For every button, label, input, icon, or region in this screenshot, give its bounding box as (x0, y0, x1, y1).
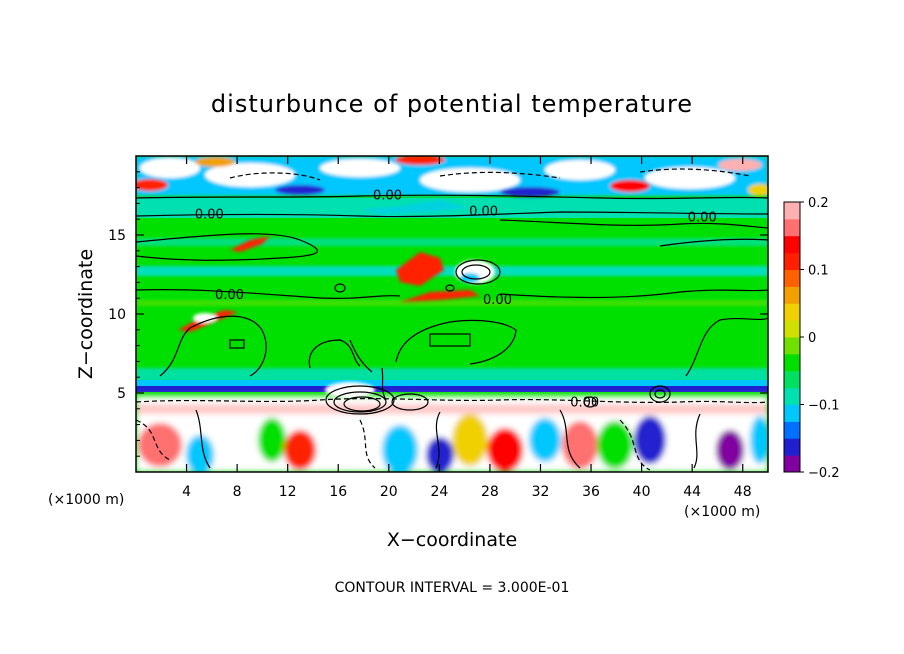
upper-layer (136, 156, 768, 197)
colorbar-swatch (784, 252, 800, 270)
colorbar-swatch (784, 353, 800, 372)
colorbar-tick-label: 0.2 (808, 196, 829, 211)
colorbar-tick-label: −0.2 (808, 466, 840, 481)
cyan-band-lower (136, 368, 768, 382)
contour-line-8 (395, 319, 517, 365)
contour-line-lower-dashed (359, 419, 376, 469)
contour-value-label: 0.00 (373, 189, 402, 204)
x-tick-label: 16 (329, 484, 347, 500)
colorbar-swatch (784, 202, 800, 220)
x-tick-label: 12 (279, 484, 297, 500)
colorbar-tick-label: −0.1 (808, 399, 840, 414)
contour-line-top-dashed (439, 171, 561, 179)
contour-line-12 (499, 289, 768, 299)
x-axis-unit: (×1000 m) (684, 504, 760, 520)
colorbar-swatch (784, 455, 800, 473)
colorbar-tick-label: 0 (808, 331, 816, 346)
contour-line-lower-dashed (136, 398, 768, 404)
contour-line-8 (159, 315, 267, 377)
colorbar-swatch (784, 235, 800, 254)
colorbar-swatch (784, 337, 800, 355)
colorbar-swatch (784, 320, 800, 338)
y-tick-label: 5 (117, 386, 126, 402)
lower-layer (136, 396, 768, 472)
colorbar-swatch (784, 303, 800, 321)
x-tick-label: 24 (430, 484, 448, 500)
contour-box (429, 333, 471, 347)
colorbar-swatch (784, 370, 800, 389)
contour-line-lower-solid (559, 409, 581, 469)
x-tick-label: 20 (380, 484, 398, 500)
contour-interval-note: CONTOUR INTERVAL = 3.000E-01 (335, 580, 570, 596)
x-axis-title: X−coordinate (387, 529, 517, 551)
colorbar-tick-label: 0.1 (808, 264, 829, 279)
contour-value-label: 0.00 (215, 288, 244, 303)
blue-band (136, 380, 768, 390)
contour-line-lower-solid (435, 411, 441, 469)
x-tick-label: 48 (734, 484, 752, 500)
x-tick-label: 40 (633, 484, 651, 500)
contour-labels: 0.00 0.00 0.00 0.00 0.00 0.00 0.00 (195, 189, 717, 411)
contour-value-label: 0.00 (570, 395, 599, 410)
contour-line-lower-solid (693, 413, 701, 469)
x-tick-label: 8 (233, 484, 242, 500)
contour-value-label: 0.00 (469, 204, 498, 219)
colorbar-swatch (784, 421, 800, 439)
contour-cluster (325, 259, 671, 415)
contour-value-label: 0.00 (483, 293, 512, 308)
colorbar-swatch (784, 438, 800, 456)
heatmap-field (136, 156, 768, 472)
y-tick-label: 10 (108, 307, 126, 323)
x-tick-label: 36 (582, 484, 600, 500)
contour-line-lower-dashed (136, 419, 171, 461)
contour-box (229, 339, 245, 349)
colorbar-swatch (784, 286, 800, 304)
contour-line-top-dashed (639, 168, 751, 177)
light-green-band (136, 300, 768, 306)
colorbar-swatch (784, 404, 800, 422)
contour-line-16 (659, 238, 768, 247)
contour-line-lower-dashed (619, 419, 651, 471)
contour-line-upper-solid (136, 194, 768, 200)
x-tick-label: 32 (532, 484, 550, 500)
contour-line-12 (136, 289, 401, 299)
y-axis-title: Z−coordinate (75, 249, 97, 379)
contour-value-label: 0.00 (195, 207, 224, 222)
x-origin-unit: (×1000 m) (48, 492, 124, 508)
cyan-band-12 (136, 266, 768, 276)
colorbar-swatch (784, 387, 800, 405)
dark-blue-band (136, 386, 768, 392)
contour-line-16 (499, 219, 768, 229)
contour-value-label: 0.00 (688, 211, 717, 226)
colorbar-swatch (784, 269, 800, 287)
x-tick-label: 4 (182, 484, 191, 500)
contour-line-upper-solid (136, 211, 768, 218)
colorbar-swatch (784, 218, 800, 237)
contour-line-lower-solid (195, 409, 211, 469)
contour-line-16 (136, 233, 319, 261)
chart-title: disturbunce of potential temperature (211, 90, 693, 118)
colorbar: 0.2 0.1 0 −0.1 −0.2 (783, 196, 840, 481)
contour-line-top-dashed (229, 172, 321, 181)
contour-line-8 (308, 339, 361, 369)
x-tick-label: 28 (481, 484, 499, 500)
x-tick-label: 44 (683, 484, 701, 500)
contour-lines (136, 168, 768, 471)
y-tick-label: 15 (108, 228, 126, 244)
cyan-band-15 (136, 238, 768, 246)
contour-line-8 (685, 317, 768, 377)
